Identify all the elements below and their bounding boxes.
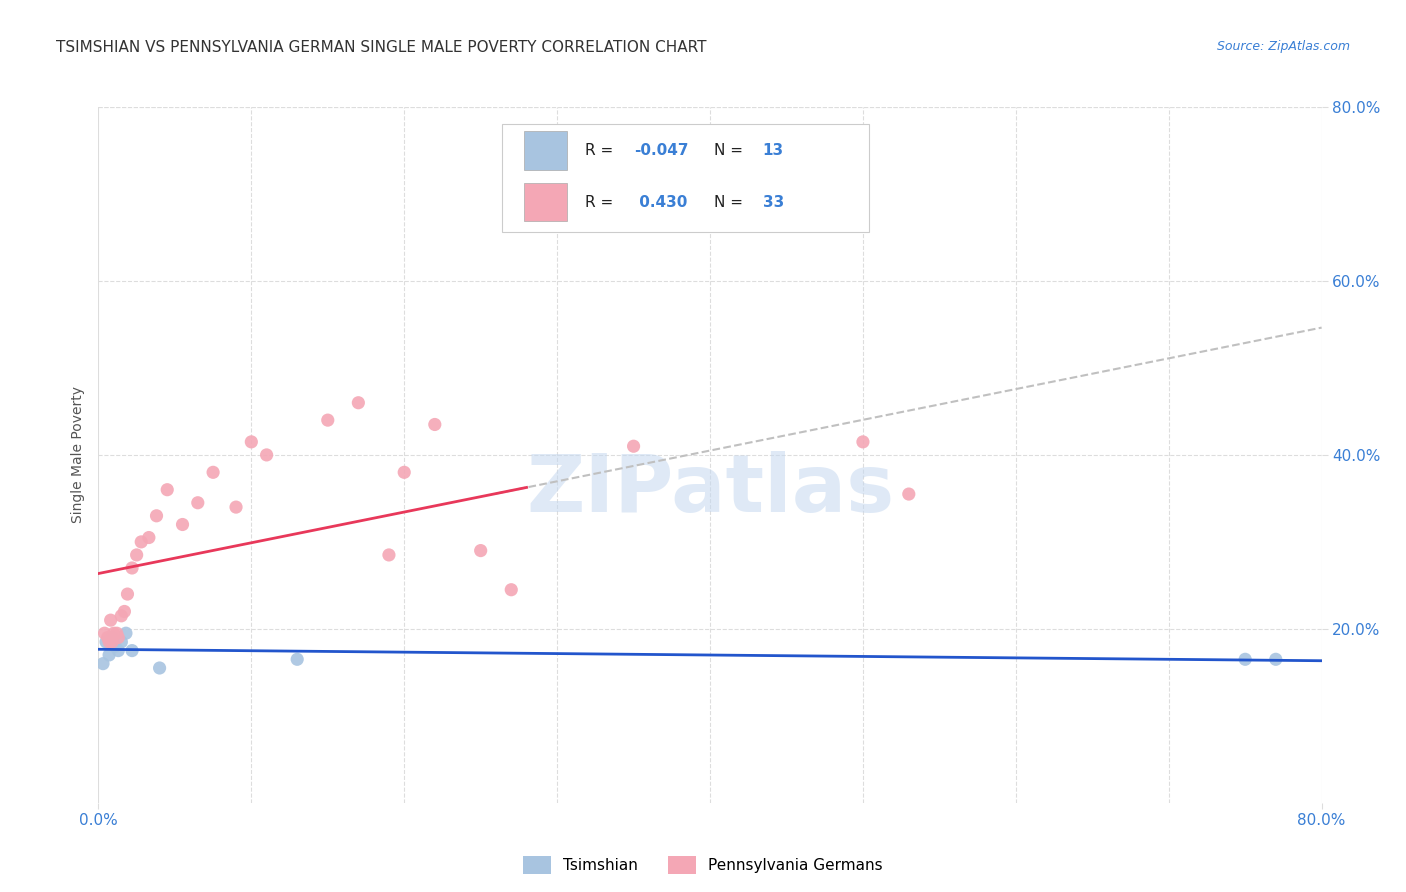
Point <box>501 582 523 597</box>
Point <box>256 448 278 462</box>
Point <box>852 434 875 449</box>
Point <box>110 608 132 623</box>
Point <box>897 487 920 501</box>
Point <box>110 635 132 649</box>
Point <box>225 500 247 514</box>
FancyBboxPatch shape <box>524 183 567 221</box>
Point <box>101 635 124 649</box>
Point <box>285 652 308 666</box>
Point <box>115 626 138 640</box>
Point <box>129 534 152 549</box>
Point <box>1264 652 1286 666</box>
Point <box>117 587 139 601</box>
Point <box>149 661 172 675</box>
FancyBboxPatch shape <box>502 124 869 232</box>
Legend: Tsimshian, Pennsylvania Germans: Tsimshian, Pennsylvania Germans <box>517 850 889 880</box>
Point <box>1234 652 1257 666</box>
Point <box>623 439 645 453</box>
Point <box>107 643 129 657</box>
FancyBboxPatch shape <box>524 131 567 169</box>
Point <box>138 531 160 545</box>
Point <box>187 496 209 510</box>
Text: 33: 33 <box>762 194 785 210</box>
Text: TSIMSHIAN VS PENNSYLVANIA GERMAN SINGLE MALE POVERTY CORRELATION CHART: TSIMSHIAN VS PENNSYLVANIA GERMAN SINGLE … <box>56 40 707 55</box>
Point <box>145 508 167 523</box>
Point <box>392 466 416 480</box>
Point <box>104 639 127 653</box>
Text: ZIPatlas: ZIPatlas <box>526 450 894 529</box>
Point <box>121 561 143 575</box>
Point <box>98 635 121 649</box>
Point <box>100 613 122 627</box>
Point <box>103 626 125 640</box>
Text: R =: R = <box>585 143 619 158</box>
Text: N =: N = <box>714 194 748 210</box>
Point <box>121 643 143 657</box>
Point <box>347 396 370 410</box>
Point <box>107 631 129 645</box>
Point <box>423 417 446 432</box>
Point <box>378 548 401 562</box>
Point <box>97 631 120 645</box>
Point <box>156 483 179 497</box>
Point <box>93 626 115 640</box>
Point <box>240 434 263 449</box>
Point <box>125 548 148 562</box>
Point <box>470 543 492 558</box>
Text: 13: 13 <box>762 143 783 158</box>
Point <box>105 626 128 640</box>
Y-axis label: Single Male Poverty: Single Male Poverty <box>72 386 86 524</box>
Text: -0.047: -0.047 <box>634 143 689 158</box>
Point <box>112 605 135 619</box>
Text: 0.430: 0.430 <box>634 194 688 210</box>
Point <box>94 635 117 649</box>
Point <box>91 657 114 671</box>
Point <box>101 631 124 645</box>
Point <box>98 648 121 662</box>
Point <box>172 517 194 532</box>
Text: N =: N = <box>714 143 748 158</box>
Point <box>202 466 225 480</box>
Point <box>316 413 339 427</box>
Text: R =: R = <box>585 194 619 210</box>
Text: Source: ZipAtlas.com: Source: ZipAtlas.com <box>1216 40 1350 54</box>
